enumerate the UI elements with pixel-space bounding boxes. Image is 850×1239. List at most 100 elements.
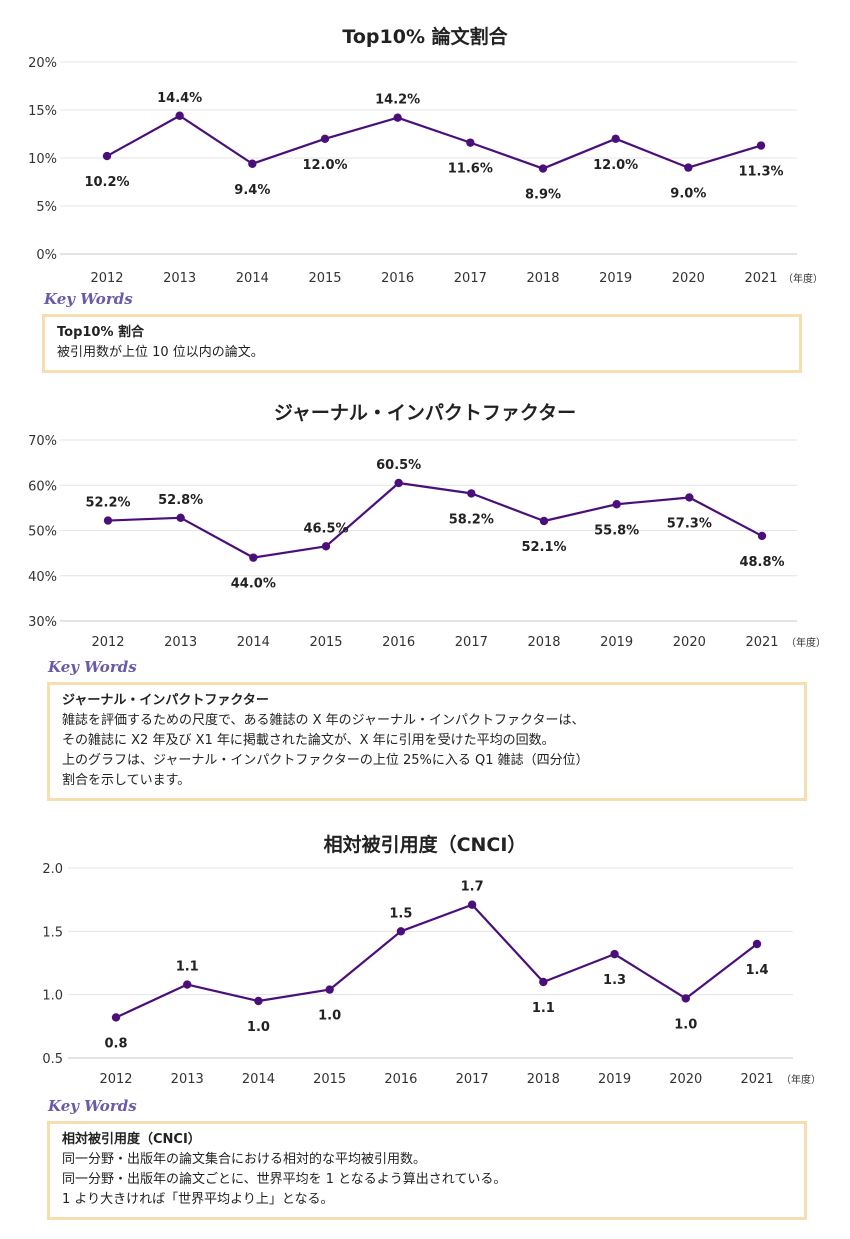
- data-label: 0.8: [104, 1036, 127, 1051]
- y-tick-label: 40%: [28, 570, 57, 585]
- data-point: [394, 478, 403, 488]
- data-label: 14.2%: [375, 93, 420, 108]
- y-tick-label: 1.5: [42, 925, 63, 940]
- x-tick-label: 2012: [99, 1072, 132, 1087]
- data-point: [466, 138, 475, 147]
- x-tick-label: 2014: [242, 1072, 275, 1087]
- y-tick-label: 15%: [28, 104, 57, 119]
- chart-3-line-plot: 0.5 1.0 1.5 2.0 2012 2013 2014 2015 2016 2017 2018…: [42, 862, 821, 1087]
- data-label: 14.4%: [157, 91, 202, 106]
- series-line: [115, 903, 758, 1019]
- y-tick-label: 20%: [28, 56, 57, 71]
- y-tick-label: 60%: [28, 479, 57, 494]
- chart-1-title: Top10% 論文割合: [342, 26, 508, 48]
- data-point: [183, 980, 192, 989]
- y-tick-label: 70%: [28, 434, 57, 449]
- data-point: [539, 977, 548, 987]
- x-tick-label: 2021: [745, 635, 778, 650]
- chart-1-keywords-box: Top10% 割合 被引用数が上位 10 位以内の論文。: [42, 314, 802, 373]
- data-label: 12.0%: [302, 158, 347, 173]
- x-axis-unit-label: （年度）: [781, 1073, 821, 1086]
- data-point: [467, 900, 477, 909]
- y-tick-label: 2.0: [42, 862, 63, 877]
- data-point: [111, 1013, 121, 1022]
- data-label: 55.8%: [594, 523, 639, 538]
- data-point: [539, 516, 549, 526]
- data-label: 1.3: [603, 973, 626, 988]
- data-label: 52.8%: [158, 493, 203, 508]
- x-tick-label: 2015: [313, 1072, 346, 1087]
- x-tick-label: 2019: [599, 271, 632, 286]
- data-label: 11.3%: [738, 165, 783, 180]
- chart-3-title: 相対被引用度（CNCI）: [323, 834, 527, 856]
- series-line: [106, 114, 762, 170]
- x-tick-label: 2017: [456, 1072, 489, 1087]
- series-line: [107, 481, 763, 559]
- data-point: [610, 949, 619, 959]
- data-label: 10.2%: [84, 175, 129, 190]
- data-point: [752, 939, 762, 949]
- y-tick-label: 30%: [28, 615, 57, 630]
- y-tick-label: 1.0: [42, 989, 63, 1004]
- data-point: [757, 531, 767, 541]
- x-tick-label: 2020: [669, 1072, 702, 1087]
- chart-1-keyword-term: Top10% 割合: [57, 325, 145, 340]
- x-tick-label: 2016: [381, 271, 414, 286]
- x-tick-label: 2020: [673, 635, 706, 650]
- x-tick-label: 2018: [527, 635, 560, 650]
- x-tick-label: 2014: [237, 635, 270, 650]
- data-point: [102, 151, 112, 161]
- x-tick-label: 2021: [744, 271, 777, 286]
- x-tick-label: 2015: [308, 271, 341, 286]
- data-point: [684, 163, 693, 172]
- data-point: [103, 516, 113, 525]
- chart-2-keywords-label: Key Words: [48, 658, 137, 676]
- data-point: [249, 553, 258, 562]
- x-tick-label: 2016: [384, 1072, 417, 1087]
- data-label: 8.9%: [525, 188, 561, 203]
- data-label: 52.1%: [521, 540, 566, 555]
- y-tick-label: 0.5: [42, 1052, 63, 1067]
- data-label: 1.7: [461, 880, 484, 895]
- data-point: [756, 141, 766, 150]
- y-tick-label: 5%: [36, 200, 57, 215]
- x-tick-label: 2016: [382, 635, 415, 650]
- x-tick-label: 2020: [672, 271, 705, 286]
- data-point: [396, 927, 406, 936]
- x-tick-label: 2012: [90, 271, 123, 286]
- x-tick-label: 2015: [309, 635, 342, 650]
- x-tick-label: 2019: [600, 635, 633, 650]
- data-label: 58.2%: [449, 512, 494, 527]
- data-label: 1.0: [674, 1017, 697, 1032]
- x-tick-label: 2013: [171, 1072, 204, 1087]
- chart-1-keywords-label: Key Words: [44, 290, 133, 308]
- data-point: [393, 113, 402, 122]
- y-tick-label: 0%: [36, 248, 57, 263]
- chart-3-keyword-description: 同一分野・出版年の論文集合における相対的な平均被引用数。 同一分野・出版年の論文…: [62, 1152, 507, 1207]
- data-label: 48.8%: [739, 555, 784, 570]
- data-point: [612, 500, 621, 509]
- data-point: [321, 542, 331, 551]
- chart-2-keyword-description: 雑誌を評価するための尺度で、ある雑誌の X 年のジャーナル・インパクトファクター…: [62, 713, 589, 788]
- x-axis-unit-label: （年度）: [783, 272, 823, 285]
- data-label: 1.0: [247, 1020, 270, 1035]
- chart-3-keyword-term: 相対被引用度（CNCI）: [62, 1132, 201, 1147]
- data-point: [254, 996, 263, 1006]
- chart-3-keywords-box: 相対被引用度（CNCI） 同一分野・出版年の論文集合における相対的な平均被引用数…: [47, 1121, 807, 1220]
- data-label: 9.4%: [234, 183, 270, 198]
- x-tick-label: 2019: [598, 1072, 631, 1087]
- x-tick-label: 2017: [455, 635, 488, 650]
- x-tick-label: 2013: [163, 271, 196, 286]
- data-label: 44.0%: [231, 577, 276, 592]
- data-point: [325, 985, 334, 994]
- data-point: [248, 159, 257, 168]
- chart-2-keywords-box: ジャーナル・インパクトファクター 雑誌を評価するための尺度で、ある雑誌の X 年…: [47, 682, 807, 801]
- chart-3-keywords-label: Key Words: [48, 1097, 137, 1115]
- data-label: 9.0%: [670, 187, 706, 202]
- data-point: [681, 994, 690, 1003]
- x-tick-label: 2017: [454, 271, 487, 286]
- data-label: 11.6%: [448, 162, 493, 177]
- data-point: [611, 134, 620, 143]
- data-label: 1.1: [532, 1001, 555, 1016]
- data-label: 60.5%: [376, 458, 421, 473]
